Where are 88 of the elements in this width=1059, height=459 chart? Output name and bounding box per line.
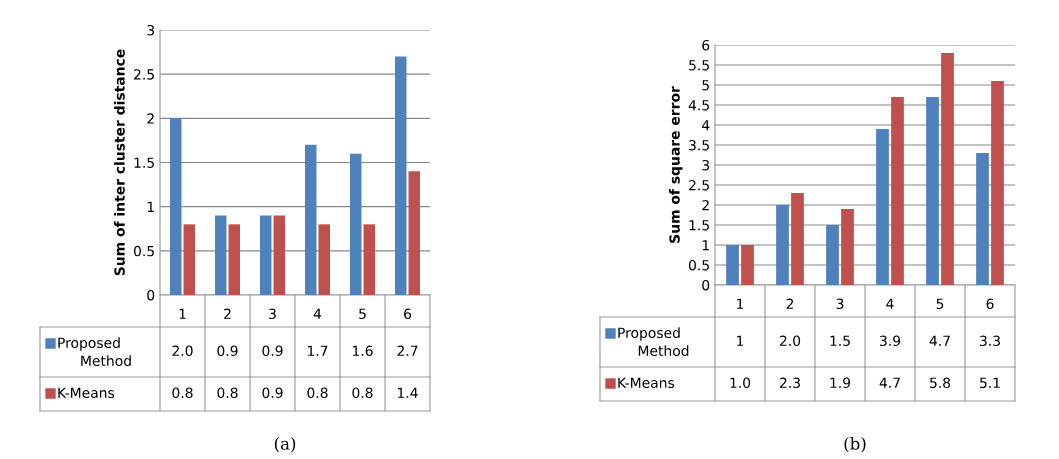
y-tick-label: 3 <box>147 24 155 36</box>
data-label: 2.7 <box>397 345 418 356</box>
x-tick-label: 1 <box>737 298 744 309</box>
data-label: 0.8 <box>352 387 373 399</box>
data-label: 4.7 <box>929 335 950 346</box>
legend-label: K-Means <box>618 377 675 389</box>
y-tick-label: 4.5 <box>688 100 709 111</box>
data-label: 2.3 <box>779 377 800 389</box>
bar <box>408 171 420 295</box>
bar <box>876 129 889 285</box>
y-tick-label: 3 <box>702 159 710 171</box>
y-tick-label: 2.5 <box>689 179 709 191</box>
legend-label: Proposed Method <box>58 337 131 367</box>
x-tick-label: 6 <box>986 298 994 310</box>
y-tick-label: 3.5 <box>689 139 709 151</box>
x-tick-label: 2 <box>224 308 231 319</box>
bar <box>891 97 904 285</box>
bar <box>841 209 854 285</box>
x-tick-label: 5 <box>359 308 366 320</box>
y-axis-title: Sum of square error <box>669 86 683 243</box>
y-tick-label: 5.5 <box>689 60 709 71</box>
data-label: 1.4 <box>397 387 418 398</box>
bar <box>991 81 1004 285</box>
data-label: 0.8 <box>307 387 328 399</box>
y-tick-label: 2 <box>702 199 709 211</box>
bar <box>170 118 182 295</box>
data-label: 3.3 <box>980 335 1000 347</box>
y-tick-label: 1.5 <box>689 220 709 231</box>
y-tick-label: 0.5 <box>688 259 709 271</box>
bar <box>395 56 407 295</box>
bar <box>260 215 272 295</box>
y-tick-label: 1 <box>147 201 154 212</box>
data-label: 1.9 <box>830 377 851 389</box>
bar <box>826 225 839 285</box>
data-label: 1 <box>737 335 744 346</box>
text: (a) <box>274 436 296 453</box>
x-tick-label: 6 <box>404 308 412 320</box>
y-tick-label: 2.5 <box>134 69 154 80</box>
data-label: 0.9 <box>262 387 283 399</box>
y-tick-label: 5 <box>702 80 709 91</box>
bar <box>363 224 375 295</box>
bar <box>183 224 195 295</box>
bar <box>228 224 240 295</box>
x-tick-label: 3 <box>836 298 844 310</box>
data-label: 1.5 <box>830 335 850 347</box>
data-label: 2.0 <box>172 345 193 357</box>
bar <box>726 245 739 285</box>
bar <box>941 53 954 285</box>
bar <box>741 245 754 285</box>
data-label: 5.8 <box>930 377 951 389</box>
legend-label: K-Means <box>58 387 115 399</box>
data-label: 1.7 <box>307 345 328 356</box>
x-tick-label: 3 <box>269 308 276 320</box>
y-tick-label: 6 <box>702 39 710 51</box>
bar <box>215 215 227 295</box>
data-label: 0.9 <box>217 345 238 357</box>
y-tick-label: 1 <box>702 240 709 251</box>
y-tick-label: 0.5 <box>133 245 154 257</box>
y-tick-label: 2 <box>147 113 154 124</box>
text: (b) <box>844 436 866 453</box>
data-label: 5.1 <box>980 377 1000 389</box>
x-tick-label: 5 <box>936 298 944 310</box>
data-label: 0.8 <box>172 387 193 399</box>
bar <box>350 153 362 295</box>
bar <box>976 153 989 285</box>
x-tick-label: 2 <box>786 298 794 309</box>
data-label: 4.7 <box>879 377 900 388</box>
data-label: 1.0 <box>730 377 751 389</box>
y-tick-label: 4 <box>701 120 710 131</box>
data-label: 0.9 <box>262 345 283 357</box>
data-label: 3.9 <box>880 335 901 347</box>
y-tick-label: 0 <box>147 289 155 301</box>
bar <box>791 193 804 285</box>
x-tick-label: 4 <box>886 298 894 309</box>
y-tick-label: 0 <box>702 279 710 291</box>
data-label: 2.0 <box>779 335 801 347</box>
y-axis-title: Sum of inter cluster distance <box>114 49 125 276</box>
data-label: 0.8 <box>217 387 238 399</box>
legend-label: Proposed Method <box>618 327 689 357</box>
bar <box>926 97 939 285</box>
x-tick-label: 4 <box>313 308 322 319</box>
bar <box>273 215 285 295</box>
bar <box>318 224 330 295</box>
bar <box>305 144 317 295</box>
x-tick-label: 1 <box>179 308 186 319</box>
data-label: 1.6 <box>352 345 373 357</box>
y-tick-label: 1.5 <box>134 157 154 168</box>
bar <box>776 205 789 285</box>
